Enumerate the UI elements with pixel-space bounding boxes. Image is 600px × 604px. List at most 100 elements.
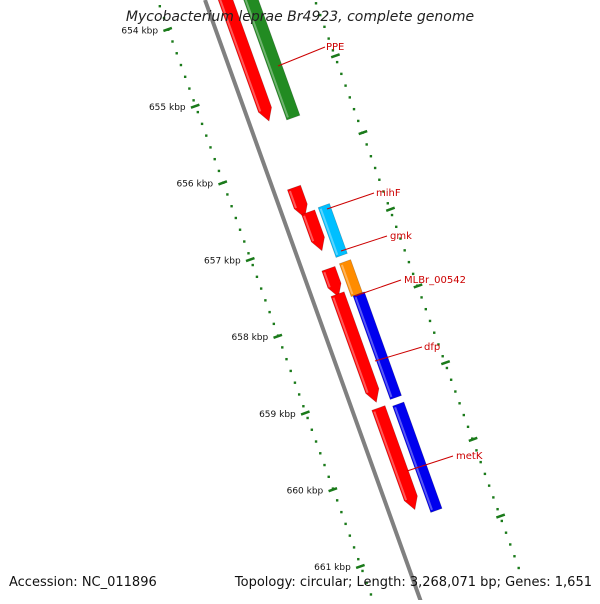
scale-tick [245, 256, 255, 263]
scale-track-outer-dot [390, 213, 394, 217]
gene-dfp-body[interactable] [352, 291, 402, 400]
gene-metK-shine [394, 406, 433, 511]
scale-track-outer-dot [344, 84, 347, 87]
gene-MLBr_00542-body[interactable] [338, 259, 363, 298]
reverse-gene-4-body[interactable] [330, 291, 380, 403]
gene-metK[interactable] [392, 401, 443, 513]
gene-gmk[interactable] [317, 203, 348, 258]
scale-track-outer-dot [357, 119, 360, 123]
scale-tick-outer [330, 53, 341, 59]
scale-track-inner-dot [179, 63, 183, 67]
gene-PPE[interactable] [238, 0, 301, 121]
scale-track-inner-dot [369, 593, 373, 596]
scale-track-inner-dot [243, 240, 246, 243]
gene-PPE-body[interactable] [238, 0, 301, 121]
reverse-gene-4-shine [332, 297, 369, 394]
gene-gmk-body[interactable] [317, 203, 348, 258]
scale-track-outer-dot [509, 543, 512, 546]
scale-track-inner-dot [352, 546, 356, 549]
reverse-gene-3-body[interactable] [321, 265, 342, 298]
scale-track-inner-dot [230, 205, 233, 208]
scale-tick-label: 657 kbp [204, 256, 241, 266]
reverse-gene-1[interactable] [210, 0, 272, 122]
scale-track-outer-dot [462, 413, 465, 417]
scale-tick-label: 656 kbp [176, 180, 213, 190]
scale-track-outer-dot [504, 531, 508, 534]
reverse-gene-mihF[interactable] [286, 184, 308, 219]
scale-track-inner-dot [209, 146, 212, 149]
scale-tick-outer [468, 436, 478, 443]
feature-label-metK[interactable]: metK [456, 451, 483, 462]
gene-gmk-shine [319, 208, 339, 256]
scale-track-inner-dot [272, 322, 276, 326]
scale-track-inner-dot [205, 134, 208, 137]
feature-label-PPE[interactable]: PPE [326, 42, 344, 53]
scale-track-outer-dot [365, 143, 368, 146]
scale-track-outer [314, 2, 520, 570]
gene-dfp[interactable] [352, 291, 402, 400]
scale-track-inner-dot [268, 310, 271, 314]
scale-track-inner-dot [171, 40, 174, 43]
scale-track-inner-dot [281, 346, 284, 349]
feature-label-dfp[interactable]: dfp [424, 342, 440, 353]
scale-track-outer-dot [378, 178, 381, 181]
scale-track-outer-dot [399, 237, 402, 240]
scale-tick-outer [358, 129, 368, 136]
scale-track-inner-dot [335, 499, 339, 502]
scale-track-inner-dot [361, 569, 364, 573]
scale-track-outer-dot [496, 507, 499, 511]
feature-label-MLBr_00542[interactable]: MLBr_00542 [404, 275, 466, 286]
scale-track-inner-dot [264, 299, 267, 302]
scale-track-outer-dot [441, 355, 444, 358]
scale-track-outer-dot [327, 37, 330, 40]
scale-tick-label: 661 kbp [314, 563, 351, 573]
reverse-gene-5-body[interactable] [371, 405, 418, 511]
label-leader-mihF [326, 192, 375, 210]
scale-tick [162, 26, 173, 33]
genome-summary-text: Topology: circular; Length: 3,268,071 bp… [234, 575, 592, 590]
reverse-gene-mihF-body[interactable] [286, 184, 308, 219]
label-leader-PPE [277, 46, 326, 67]
scale-track-outer-dot [424, 307, 427, 311]
reverse-gene-2[interactable] [301, 209, 325, 252]
scale-track-outer-dot [428, 319, 432, 323]
reverse-gene-1-shine [219, 0, 262, 112]
scale-tick [218, 180, 228, 186]
scale-track-inner-dot [319, 452, 322, 455]
feature-label-gmk[interactable]: gmk [390, 231, 412, 242]
reverse-gene-mihF-shine [288, 190, 297, 209]
scale-track-inner-dot [285, 357, 288, 361]
scale-track-outer-dot [466, 425, 470, 429]
scale-track-outer-dot [437, 343, 440, 346]
reverse-gene-3[interactable] [321, 265, 342, 298]
scale-track-inner-dot [188, 87, 191, 90]
scale-track-outer-dot [433, 331, 436, 334]
reverse-gene-5-shine [373, 411, 408, 501]
reverse-gene-4[interactable] [330, 291, 380, 403]
scale-track-outer-dot [382, 190, 385, 193]
reverse-gene-2-body[interactable] [301, 209, 325, 252]
reverse-gene-5[interactable] [371, 405, 418, 511]
scale-track-outer-dot [314, 2, 318, 5]
genome-title: Mycobacterium leprae Br4923, complete ge… [125, 9, 475, 25]
scale-tick [355, 563, 366, 570]
scale-track-inner-dot [158, 5, 162, 8]
reverse-gene-1-body[interactable] [210, 0, 272, 122]
scale-track-outer-dot [449, 378, 453, 381]
scale-track-outer-dot [475, 449, 478, 452]
scale-track-outer-dot [411, 272, 415, 276]
scale-track-inner-dot [348, 534, 352, 537]
scale-tick-label: 658 kbp [232, 333, 269, 343]
gene-MLBr_00542[interactable] [338, 259, 363, 298]
gene-metK-body[interactable] [392, 401, 443, 513]
scale-track-outer-dot [483, 472, 487, 476]
scale-track-inner-dot [310, 428, 314, 431]
scale-track-inner-dot [234, 216, 238, 220]
gene-PPE-shine [244, 0, 289, 118]
scale-track-inner-dot [238, 228, 242, 231]
scale-tick [273, 333, 283, 339]
feature-label-mihF[interactable]: mihF [376, 188, 401, 199]
scale-track-inner-dot [302, 405, 305, 408]
scale-track-outer-dot [386, 202, 389, 205]
